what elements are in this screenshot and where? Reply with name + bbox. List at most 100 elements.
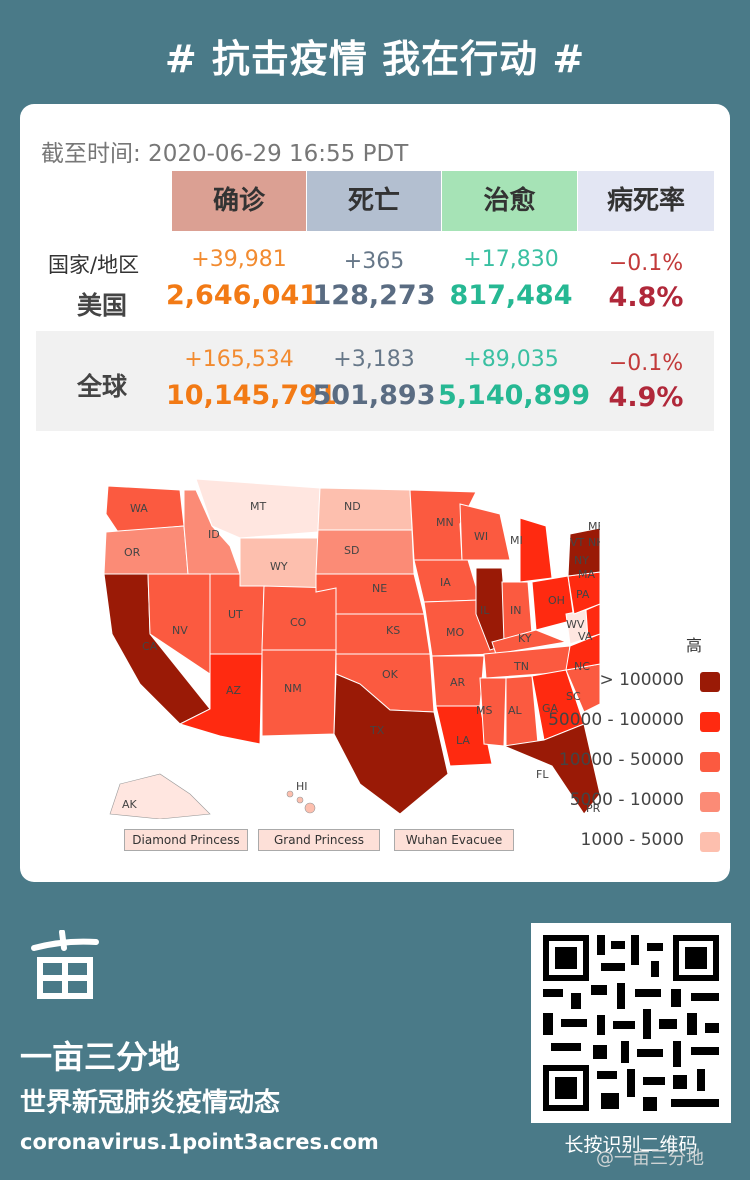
usa-confirmed-delta: +39,981 bbox=[191, 247, 287, 272]
state-labels: WA OR CA ID NV MT WY UT AZ CO NM ND SD N… bbox=[122, 500, 600, 815]
region-column-label: 国家/地区 bbox=[48, 253, 140, 277]
global-recovered-total: 5,140,899 bbox=[438, 380, 591, 411]
page-title: # 抗击疫情 我在行动 # bbox=[164, 37, 586, 81]
usa-confirmed-total: 2,646,041 bbox=[166, 280, 319, 311]
state-label: AK bbox=[122, 798, 138, 811]
legend-item: > 100000 bbox=[540, 670, 720, 694]
global-recovered-delta: +89,035 bbox=[463, 347, 559, 372]
legend-title: 高 bbox=[686, 636, 703, 655]
state-nc bbox=[565, 633, 600, 671]
stats-card: 截至时间: 2020-06-29 16:55 PDT 确诊 死亡 治愈 病死率 … bbox=[20, 104, 730, 882]
state-label: ND bbox=[344, 500, 361, 513]
evacuee-grand-princess[interactable]: Grand Princess bbox=[258, 829, 380, 851]
legend-swatch bbox=[700, 712, 720, 732]
legend-item: 1000 - 5000 bbox=[540, 830, 720, 854]
column-header-recovered: 治愈 bbox=[442, 171, 577, 231]
state-label: IN bbox=[510, 604, 521, 617]
state-mi bbox=[519, 517, 553, 583]
global-confirmed-total: 10,145,791 bbox=[166, 380, 337, 411]
state-label: KS bbox=[386, 624, 400, 637]
state-label: IL bbox=[480, 604, 490, 617]
state-label: AR bbox=[450, 676, 466, 689]
qr-caption: 长按识别二维码 bbox=[564, 1134, 698, 1156]
state-label: MS bbox=[476, 704, 492, 717]
state-label: TN bbox=[513, 660, 529, 673]
site-url[interactable]: coronavirus.1point3acres.com bbox=[20, 1130, 379, 1154]
global-label: 全球 bbox=[76, 372, 127, 401]
usa-rate-delta: −0.1% bbox=[608, 251, 684, 276]
state-label: MO bbox=[446, 626, 464, 639]
global-rate-delta: −0.1% bbox=[608, 351, 684, 376]
brand-logo-icon bbox=[31, 930, 99, 999]
as-of-timestamp: 截至时间: 2020-06-29 16:55 PDT bbox=[41, 141, 409, 167]
brand-name: 一亩三分地 bbox=[20, 1038, 181, 1076]
state-label: NV bbox=[172, 624, 188, 637]
column-header-confirmed: 确诊 bbox=[172, 171, 306, 231]
state-label: KY bbox=[518, 632, 532, 645]
state-label: HI bbox=[296, 780, 308, 793]
state-fl bbox=[502, 723, 600, 815]
column-header-fatality-rate: 病死率 bbox=[578, 171, 714, 231]
usa-deaths-delta: +365 bbox=[343, 249, 405, 274]
state-label: MA bbox=[578, 568, 595, 581]
usa-recovered-total: 817,484 bbox=[449, 280, 573, 311]
state-label: AZ bbox=[226, 684, 242, 697]
state-label: NY bbox=[574, 554, 589, 567]
state-label: CA bbox=[142, 640, 158, 653]
us-state-map[interactable]: WA OR CA ID NV MT WY UT AZ CO NM ND SD N… bbox=[100, 474, 600, 819]
usa-recovered-delta: +17,830 bbox=[463, 247, 559, 272]
state-label: NH bbox=[588, 536, 600, 549]
state-label: GA bbox=[542, 702, 559, 715]
state-label: LA bbox=[456, 734, 470, 747]
state-label: NM bbox=[284, 682, 302, 695]
legend-swatch bbox=[700, 792, 720, 812]
state-label: ME bbox=[588, 520, 600, 533]
legend-item: 50000 - 100000 bbox=[540, 710, 720, 734]
state-label: CO bbox=[290, 616, 307, 629]
global-rate-total: 4.9% bbox=[608, 382, 684, 413]
global-deaths-total: 501,893 bbox=[312, 380, 436, 411]
state-tx bbox=[333, 673, 449, 815]
usa-deaths-total: 128,273 bbox=[312, 280, 436, 311]
state-hi bbox=[286, 790, 316, 814]
state-label: WY bbox=[270, 560, 288, 573]
state-label: UT bbox=[228, 608, 243, 621]
legend-swatch bbox=[700, 672, 720, 692]
state-label: WV bbox=[566, 618, 585, 631]
state-label: WI bbox=[474, 530, 488, 543]
state-label: NC bbox=[574, 660, 590, 673]
state-nd bbox=[317, 487, 413, 531]
state-label: ID bbox=[208, 528, 220, 541]
state-wi bbox=[459, 503, 511, 561]
state-ak bbox=[109, 773, 211, 819]
legend-swatch bbox=[700, 832, 720, 852]
state-label: TX bbox=[369, 724, 385, 737]
watermark: @一亩三分地 bbox=[596, 1148, 704, 1169]
legend-item: 5000 - 10000 bbox=[540, 790, 720, 814]
legend-swatch bbox=[700, 752, 720, 772]
evacuee-wuhan[interactable]: Wuhan Evacuee bbox=[394, 829, 514, 851]
evacuee-diamond-princess[interactable]: Diamond Princess bbox=[124, 829, 248, 851]
state-label: SC bbox=[566, 690, 581, 703]
global-row bbox=[36, 331, 714, 431]
state-label: OH bbox=[548, 594, 565, 607]
column-header-deaths: 死亡 bbox=[307, 171, 441, 231]
state-id bbox=[183, 489, 241, 575]
state-label: MT bbox=[250, 500, 266, 513]
state-label: PA bbox=[576, 588, 590, 601]
usa-rate-total: 4.8% bbox=[608, 282, 684, 313]
brand-subtitle: 世界新冠肺炎疫情动态 bbox=[20, 1088, 281, 1118]
legend-item: 10000 - 50000 bbox=[540, 750, 720, 774]
state-mt bbox=[195, 478, 321, 539]
state-ny bbox=[567, 527, 600, 577]
qr-code[interactable] bbox=[531, 923, 731, 1123]
state-label: NE bbox=[372, 582, 387, 595]
state-label: IA bbox=[440, 576, 451, 589]
state-label: FL bbox=[536, 768, 549, 781]
global-confirmed-delta: +165,534 bbox=[184, 347, 294, 372]
state-label: MI bbox=[510, 534, 523, 547]
state-label: VT bbox=[570, 536, 585, 549]
state-label: AL bbox=[508, 704, 523, 717]
state-label: VA bbox=[578, 630, 593, 643]
state-ks bbox=[335, 613, 431, 655]
